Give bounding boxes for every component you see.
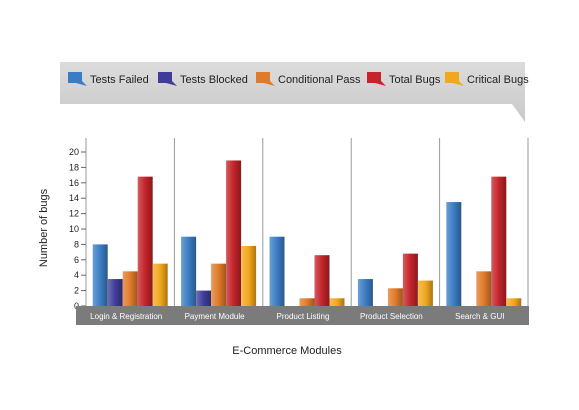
legend-label-tests-failed: Tests Failed [90,74,149,86]
bar-conditional-pass-login-and-registration [122,271,138,306]
bar-conditional-pass-payment-module [211,263,227,306]
y-tick-label: 16 [69,178,79,188]
bar-total-bugs-search-and-gui [491,176,507,306]
bar-conditional-pass-search-and-gui [476,271,492,306]
y-tick-label: 2 [74,286,79,296]
y-tick-label: 6 [74,255,79,265]
bar-tests-failed-search-and-gui [446,202,462,306]
bar-tests-failed-product-selection [357,279,373,306]
y-axis-title: Number of bugs [38,188,50,267]
bar-critical-bugs-search-and-gui [506,298,522,306]
y-tick-label: 18 [69,162,79,172]
y-tick-label: 12 [69,209,79,219]
y-tick-label: 4 [74,270,79,280]
legend-label-conditional-pass: Conditional Pass [278,74,361,86]
legend-swatch-conditional-pass [256,72,275,86]
bar-critical-bugs-product-listing [329,298,345,306]
bar-critical-bugs-login-and-registration [152,263,168,306]
bar-conditional-pass-product-selection [387,288,403,306]
y-tick-label: 20 [69,147,79,157]
bar-tests-failed-payment-module [181,236,197,306]
category-strip [76,306,529,325]
bar-conditional-pass-product-listing [299,298,315,306]
legend: Tests Failed Tests Blocked Conditional Pas… [68,72,529,86]
category-label-payment-module: Payment Module [185,312,246,321]
bar-critical-bugs-payment-module [241,245,257,306]
legend-swatch-total-bugs [367,72,386,86]
legend-swatch-critical-bugs [445,72,464,86]
bar-total-bugs-login-and-registration [137,176,153,306]
category-label-product-selection: Product Selection [360,312,423,321]
bar-tests-blocked-payment-module [196,290,212,306]
bar-tests-failed-product-listing [269,236,285,306]
bar-total-bugs-product-selection [402,253,418,306]
x-axis-title: E-Commerce Modules [232,345,342,357]
plot-frame [85,138,529,306]
bar-tests-failed-login-and-registration [92,244,108,306]
legend-swatch-tests-blocked [158,72,177,86]
y-tick-label: 14 [69,193,79,203]
bars [92,160,522,306]
legend-label-total-bugs: Total Bugs [389,74,441,86]
bar-total-bugs-product-listing [314,255,330,306]
category-label-login-and-registration: Login & Registration [90,312,162,321]
legend-label-critical-bugs: Critical Bugs [467,74,529,86]
legend-label-tests-blocked: Tests Blocked [180,74,248,86]
y-axis: 02468101214161820 [69,147,86,311]
category-label-product-listing: Product Listing [277,312,330,321]
category-label-search-and-gui: Search & GUI [455,312,504,321]
bar-total-bugs-payment-module [226,160,242,306]
y-tick-label: 10 [69,224,79,234]
y-tick-label: 8 [74,239,79,249]
x-axis-categories: Login & Registration Payment Module Produc… [90,312,504,321]
legend-swatch-tests-failed [68,72,87,86]
legend-callout [60,62,525,122]
bar-critical-bugs-product-selection [417,280,433,306]
bar-tests-blocked-login-and-registration [107,279,123,306]
